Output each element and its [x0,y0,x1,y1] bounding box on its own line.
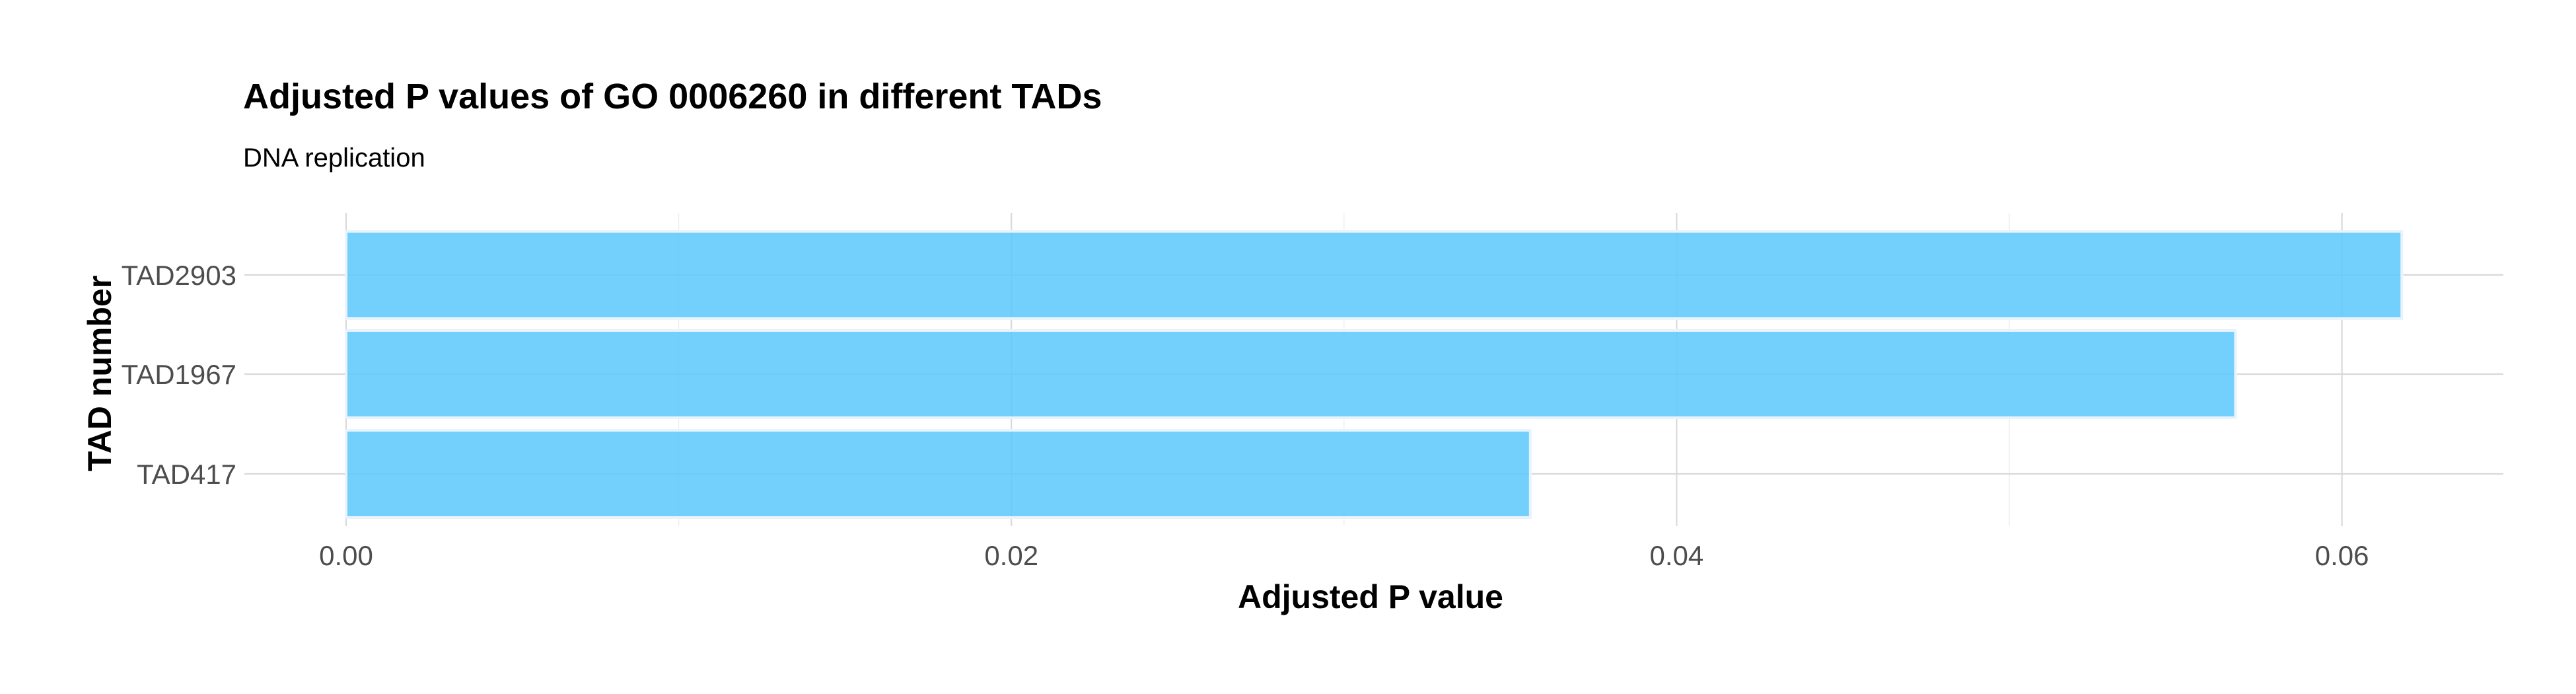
y-tick-label: TAD2903 [122,260,236,291]
x-tick-label: 0.04 [1650,540,1704,571]
bar-tad2903 [345,230,2404,320]
y-tick-labels: TAD417 TAD1967 TAD2903 [122,260,236,490]
x-axis-title: Adjusted P value [1238,578,1503,615]
x-tick-label: 0.02 [984,540,1038,571]
bars [345,230,2404,519]
bar-tad417 [345,429,1532,519]
x-tick-labels: 0.00 0.02 0.04 0.06 [319,540,2369,571]
y-tick-label: TAD417 [137,459,236,490]
y-tick-label: TAD1967 [122,359,236,390]
chart-title: Adjusted P values of GO 0006260 in diffe… [243,77,1102,116]
y-axis-title: TAD number [81,276,118,471]
chart-subtitle: DNA replication [243,143,425,173]
bar-tad1967 [345,329,2237,419]
x-tick-label: 0.00 [319,540,373,571]
x-tick-label: 0.06 [2315,540,2369,571]
